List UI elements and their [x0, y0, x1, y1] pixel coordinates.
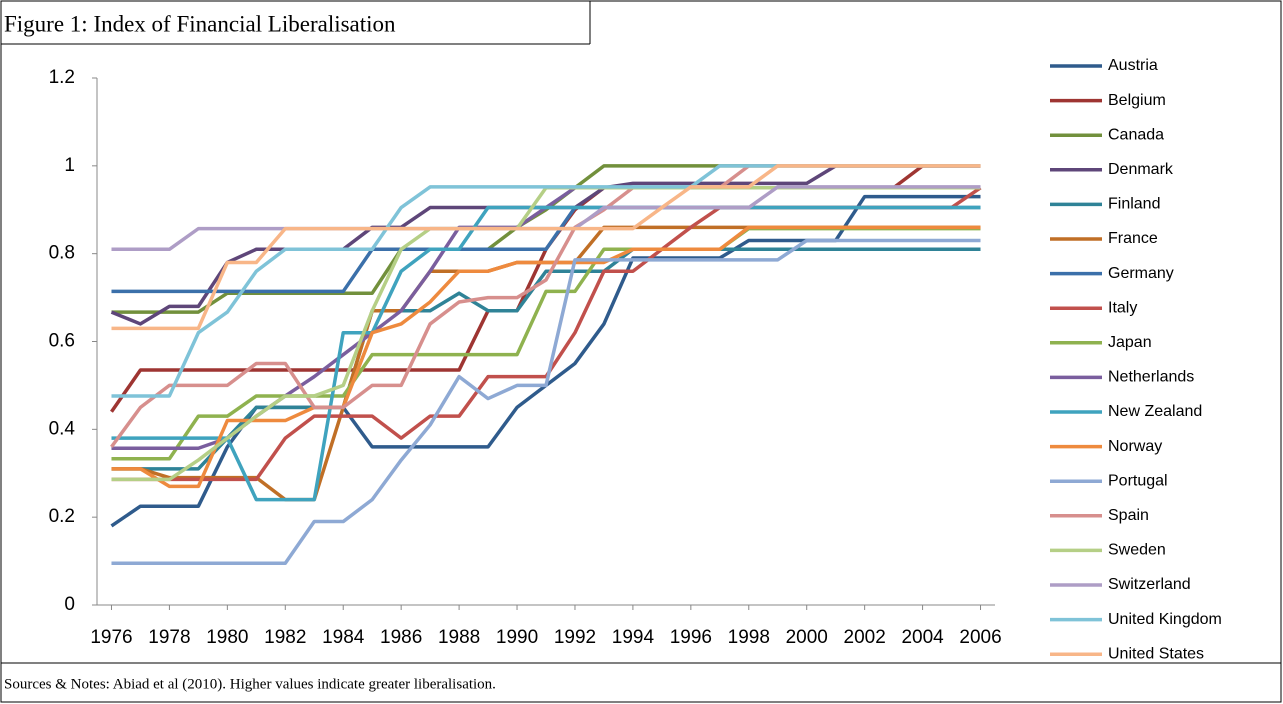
series-line — [111, 225, 981, 489]
chart-title: Figure 1: Index of Financial Liberalisat… — [4, 11, 396, 36]
x-tick-label: 2004 — [901, 627, 944, 648]
x-tick-label: 2000 — [786, 627, 828, 648]
series-line — [111, 225, 981, 502]
legend-label: New Zealand — [1108, 403, 1202, 420]
x-tick-label: 1982 — [264, 627, 306, 648]
note: Sources & Notes: Abiad et al (2010). Hig… — [4, 676, 496, 692]
x-tick-label: 1994 — [612, 627, 655, 648]
x-tick-label: 2006 — [959, 627, 1001, 648]
legend-label: United Kingdom — [1108, 611, 1222, 628]
series-line — [111, 247, 981, 471]
x-tick-label: 1990 — [496, 627, 538, 648]
legend-label: United States — [1108, 645, 1204, 662]
legend-label: Denmark — [1108, 161, 1174, 178]
legend-label: Sweden — [1108, 542, 1166, 559]
x-tick-label: 1986 — [380, 627, 422, 648]
x-tick-label: 1980 — [206, 627, 248, 648]
y-tick-label: 0.6 — [49, 331, 75, 352]
legend-label: Italy — [1108, 299, 1137, 316]
legend-label: Norway — [1108, 438, 1162, 455]
x-tick-label: 1976 — [90, 627, 132, 648]
x-tick-label: 1996 — [670, 627, 712, 648]
y-tick-label: 0.4 — [49, 418, 76, 439]
x-tick-label: 1998 — [728, 627, 770, 648]
legend-label: Switzerland — [1108, 576, 1191, 593]
y-tick-label: 0 — [64, 594, 75, 615]
x-tick-label: 2002 — [844, 627, 886, 648]
x-tick-label: 1992 — [554, 627, 596, 648]
series-line — [111, 186, 982, 482]
legend-label: Germany — [1108, 265, 1174, 282]
y-tick-label: 0.2 — [49, 506, 75, 527]
legend-label: Austria — [1108, 57, 1158, 74]
legend-label: Spain — [1108, 507, 1149, 524]
y-tick-label: 0.8 — [49, 243, 75, 264]
legend-label: Netherlands — [1108, 369, 1194, 386]
y-tick-label: 1 — [64, 155, 75, 176]
legend-label: France — [1108, 230, 1158, 247]
series-line — [111, 164, 981, 331]
x-tick-label: 1988 — [438, 627, 480, 648]
x-tick-label: 1984 — [322, 627, 365, 648]
legend-label: Portugal — [1108, 472, 1168, 489]
series-line — [111, 238, 981, 566]
y-tick-label: 1.2 — [49, 67, 75, 88]
legend-label: Finland — [1108, 196, 1160, 213]
x-tick-label: 1978 — [148, 627, 190, 648]
series-line — [111, 186, 981, 482]
series-line — [111, 205, 981, 502]
legend-label: Belgium — [1108, 92, 1166, 109]
legend-label: Canada — [1108, 126, 1164, 143]
legend-label: Japan — [1108, 334, 1152, 351]
